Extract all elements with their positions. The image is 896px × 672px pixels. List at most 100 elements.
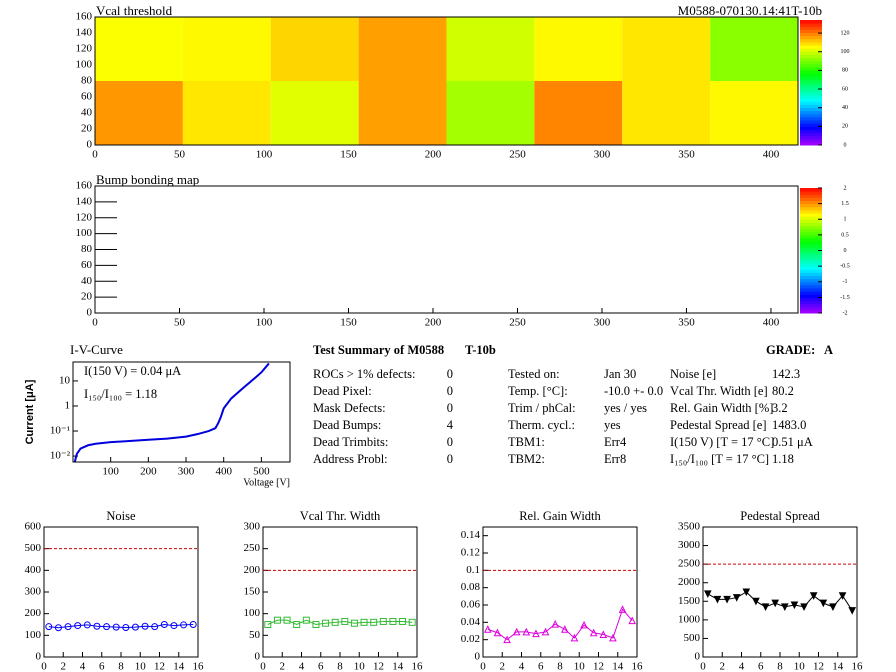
colorbar-step xyxy=(800,303,822,308)
marker xyxy=(609,633,617,642)
heatmap-cell xyxy=(182,81,271,145)
marker xyxy=(170,622,178,630)
marker xyxy=(800,603,808,611)
y-tick-label: 20 xyxy=(81,291,93,303)
summary-label: Temp. [°C]: xyxy=(508,384,568,398)
x-tick-label: 14 xyxy=(832,661,844,672)
summary-label: I₁₅₀/I₁₀₀ [T = 17 °C] xyxy=(670,452,769,466)
y-tick-label: 0 xyxy=(87,139,93,151)
y-tick-label: 80 xyxy=(81,243,93,255)
x-tick-label: 50 xyxy=(174,317,186,329)
x-tick-label: 300 xyxy=(594,317,611,329)
colorbar-step xyxy=(800,82,822,87)
y-tick-label: 60 xyxy=(81,91,93,103)
y-tick-label: 0.14 xyxy=(461,529,481,541)
colorbar-step xyxy=(800,63,822,68)
colorbar-step xyxy=(800,57,822,62)
colorbar-step xyxy=(800,200,822,205)
colorbar-label: 20 xyxy=(842,124,848,130)
colorbar-step xyxy=(800,48,822,52)
colorbar-label: 1 xyxy=(844,217,847,223)
heatmap-cell xyxy=(622,81,711,145)
marker xyxy=(293,621,301,628)
y-tick-label: 0 xyxy=(36,651,42,663)
colorbar-step xyxy=(800,213,822,217)
x-tick-label: 400 xyxy=(215,466,232,478)
colorbar-label: 100 xyxy=(841,49,850,55)
x-tick-label: 0 xyxy=(480,661,486,672)
summary-label: Dead Trimbits: xyxy=(313,435,388,449)
summary-value: 1483.0 xyxy=(772,418,806,432)
x-tick-label: 500 xyxy=(253,466,270,478)
x-tick-label: 250 xyxy=(509,149,526,161)
y-tick-label: 1 xyxy=(65,400,71,412)
y-tick-label: 2500 xyxy=(678,558,701,570)
y-tick-label: 50 xyxy=(249,629,261,641)
colorbar-step xyxy=(800,41,822,46)
x-tick-label: 400 xyxy=(763,317,780,329)
x-tick-label: 100 xyxy=(102,466,119,478)
colorbar-step xyxy=(800,98,822,102)
colorbar-step xyxy=(800,188,822,192)
summary-value: yes / yes xyxy=(604,401,647,415)
marker xyxy=(752,597,760,606)
marker xyxy=(322,619,330,627)
colorbar-step xyxy=(800,116,822,121)
x-tick-label: 6 xyxy=(99,661,105,672)
x-tick-label: 12 xyxy=(154,661,165,672)
colorbar-step xyxy=(800,101,822,105)
x-tick-label: 0 xyxy=(260,661,266,672)
colorbar-step xyxy=(800,141,822,146)
marker xyxy=(273,616,281,624)
y-tick-label: 10 xyxy=(59,374,71,386)
colorbar-step xyxy=(800,113,822,118)
colorbar-step xyxy=(800,228,822,233)
x-tick-label: 8 xyxy=(777,661,783,672)
summary-label: I(150 V) [T = 17 °C] xyxy=(670,435,774,449)
colorbar-step xyxy=(800,120,822,124)
marker xyxy=(809,592,818,600)
colorbar-step xyxy=(800,126,822,130)
summary-value: Jan 30 xyxy=(604,367,636,381)
y-tick-label: 120 xyxy=(76,211,93,223)
marker xyxy=(160,621,168,628)
x-tick-label: 14 xyxy=(173,661,185,672)
colorbar-step xyxy=(800,132,822,137)
y-tick-label: 100 xyxy=(244,607,261,619)
x-tick-label: 200 xyxy=(425,317,442,329)
colorbar-step xyxy=(800,294,822,298)
y-tick-label: 160 xyxy=(76,180,93,192)
marker xyxy=(599,630,608,638)
heatmap-cell xyxy=(710,17,798,81)
colorbar-step xyxy=(800,269,822,273)
y-tick-label: 40 xyxy=(81,107,93,119)
marker xyxy=(723,595,731,604)
annotation: I(150 V) = 0.04 μA xyxy=(84,364,181,378)
colorbar-step xyxy=(800,266,822,270)
y-tick-label: 0 xyxy=(255,651,261,663)
marker xyxy=(331,618,339,626)
x-tick-label: 12 xyxy=(373,661,384,672)
x-tick-label: 2 xyxy=(720,661,726,672)
colorbar-label: -1 xyxy=(843,279,848,285)
chart-title: Vcal Thr. Width xyxy=(300,509,381,523)
y-tick-label: 160 xyxy=(76,11,93,23)
y-tick-label: 80 xyxy=(81,75,93,87)
summary-value: 0 xyxy=(447,384,453,398)
heatmap-cell xyxy=(358,81,447,145)
series-line xyxy=(48,623,194,629)
y-tick-label: 1000 xyxy=(678,613,701,625)
x-tick-label: 10 xyxy=(354,661,366,672)
colorbar-step xyxy=(800,135,822,140)
y-tick-label: 1500 xyxy=(678,595,701,607)
y-tick-label: 0 xyxy=(475,651,481,663)
grade: A xyxy=(824,343,833,357)
y-tick-label: 140 xyxy=(76,27,93,39)
colorbar-label: -2 xyxy=(843,310,848,316)
x-tick-label: 0 xyxy=(700,661,706,672)
marker xyxy=(551,619,559,628)
x-tick-label: 8 xyxy=(557,661,563,672)
marker xyxy=(732,594,741,602)
y-tick-label: 200 xyxy=(25,607,42,619)
marker xyxy=(103,623,111,631)
